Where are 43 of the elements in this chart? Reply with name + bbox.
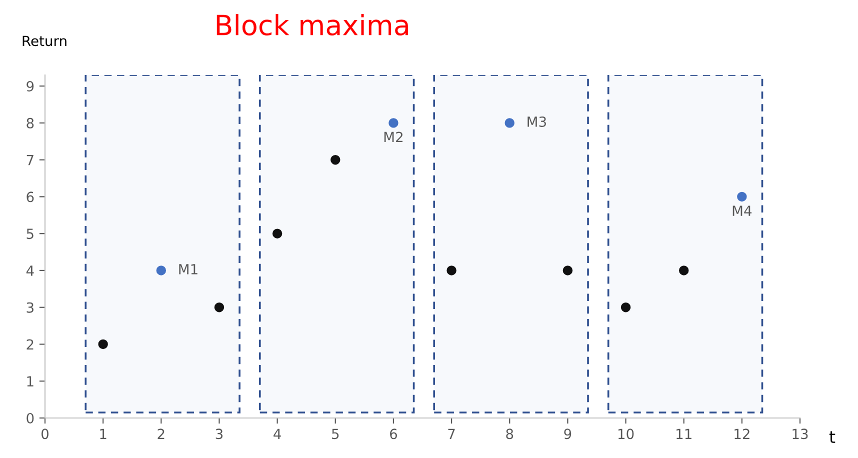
- y-axis-title: Return: [22, 36, 66, 46]
- point: [156, 266, 166, 276]
- point: [504, 118, 514, 128]
- annotation: M1: [179, 264, 198, 274]
- x-axis-title: t: [829, 431, 836, 443]
- y-tick-label: 6: [26, 192, 34, 202]
- x-tick-label: 6: [390, 428, 398, 440]
- x-tick-label: 8: [506, 428, 514, 440]
- x-tick-label: 9: [564, 428, 572, 440]
- point: [678, 266, 689, 276]
- y-tick-label: 7: [26, 154, 34, 166]
- chart-title: Block maxima: [216, 14, 408, 36]
- x-tick-label: 4: [274, 428, 281, 439]
- annotation: M4: [732, 206, 752, 216]
- point: [388, 118, 398, 128]
- y-tick-label: 8: [26, 118, 34, 128]
- y-tick-label: 9: [26, 81, 34, 92]
- y-tick-label: 2: [26, 339, 34, 350]
- y-tick-label: 1: [27, 376, 34, 386]
- point: [620, 302, 631, 312]
- point: [737, 192, 747, 202]
- x-tick-label: 12: [734, 428, 750, 439]
- x-tick-label: 11: [676, 428, 692, 439]
- x-tick-label: 13: [792, 428, 808, 440]
- x-tick-label: 7: [448, 428, 455, 439]
- annotation: M3: [528, 116, 546, 127]
- x-tick-label: 10: [618, 428, 634, 440]
- x-tick-label: 0: [41, 428, 48, 440]
- x-tick-label: 5: [332, 428, 339, 440]
- point: [272, 228, 282, 238]
- x-tick-label: 3: [216, 428, 223, 440]
- x-tick-label: 1: [100, 428, 106, 439]
- y-tick-label: 3: [26, 302, 34, 313]
- point: [446, 266, 456, 276]
- point: [562, 266, 573, 276]
- annotation: M2: [384, 132, 402, 142]
- y-tick-label: 5: [26, 228, 34, 240]
- y-tick-label: 4: [26, 266, 34, 276]
- point: [214, 302, 224, 312]
- y-tick-label: 0: [26, 412, 34, 424]
- point: [98, 339, 108, 350]
- point: [330, 154, 340, 165]
- x-tick-label: 2: [158, 428, 164, 439]
